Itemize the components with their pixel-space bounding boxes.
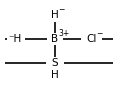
Text: −: − xyxy=(58,6,65,15)
Text: H: H xyxy=(51,10,59,20)
Text: S: S xyxy=(52,58,58,68)
Text: −: − xyxy=(96,29,102,38)
Text: H: H xyxy=(51,70,59,80)
Text: Cl: Cl xyxy=(86,34,96,44)
Text: 3+: 3+ xyxy=(58,29,69,38)
Text: ⁻H: ⁻H xyxy=(9,34,22,44)
Text: B: B xyxy=(51,34,58,44)
